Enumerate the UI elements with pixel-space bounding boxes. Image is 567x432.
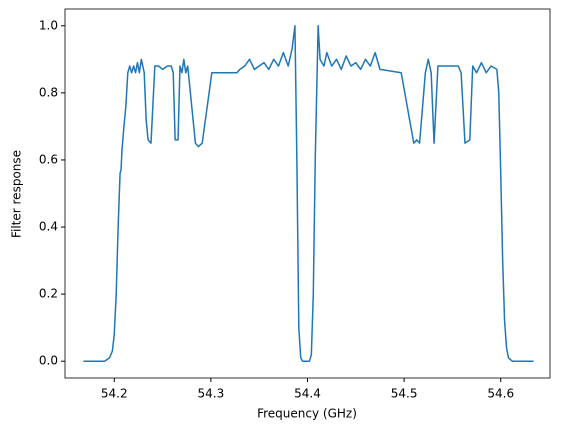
data-line	[83, 25, 534, 362]
y-tick-label: 0.4	[39, 220, 58, 234]
x-tick-label: 54.3	[198, 387, 225, 401]
y-tick-label: 0.8	[39, 85, 58, 99]
y-axis-label: Filter response	[10, 150, 24, 238]
y-tick-label: 1.0	[39, 18, 58, 32]
x-tick-label: 54.5	[391, 387, 418, 401]
y-tick-label: 0.6	[39, 152, 58, 166]
x-tick-label: 54.2	[101, 387, 128, 401]
x-tick-label: 54.6	[487, 387, 514, 401]
axes-frame	[64, 8, 551, 379]
x-axis-label: Frequency (GHz)	[257, 407, 357, 421]
y-tick-label: 0.0	[39, 354, 58, 368]
x-tick-label: 54.4	[294, 387, 321, 401]
y-tick-label: 0.2	[39, 287, 58, 301]
